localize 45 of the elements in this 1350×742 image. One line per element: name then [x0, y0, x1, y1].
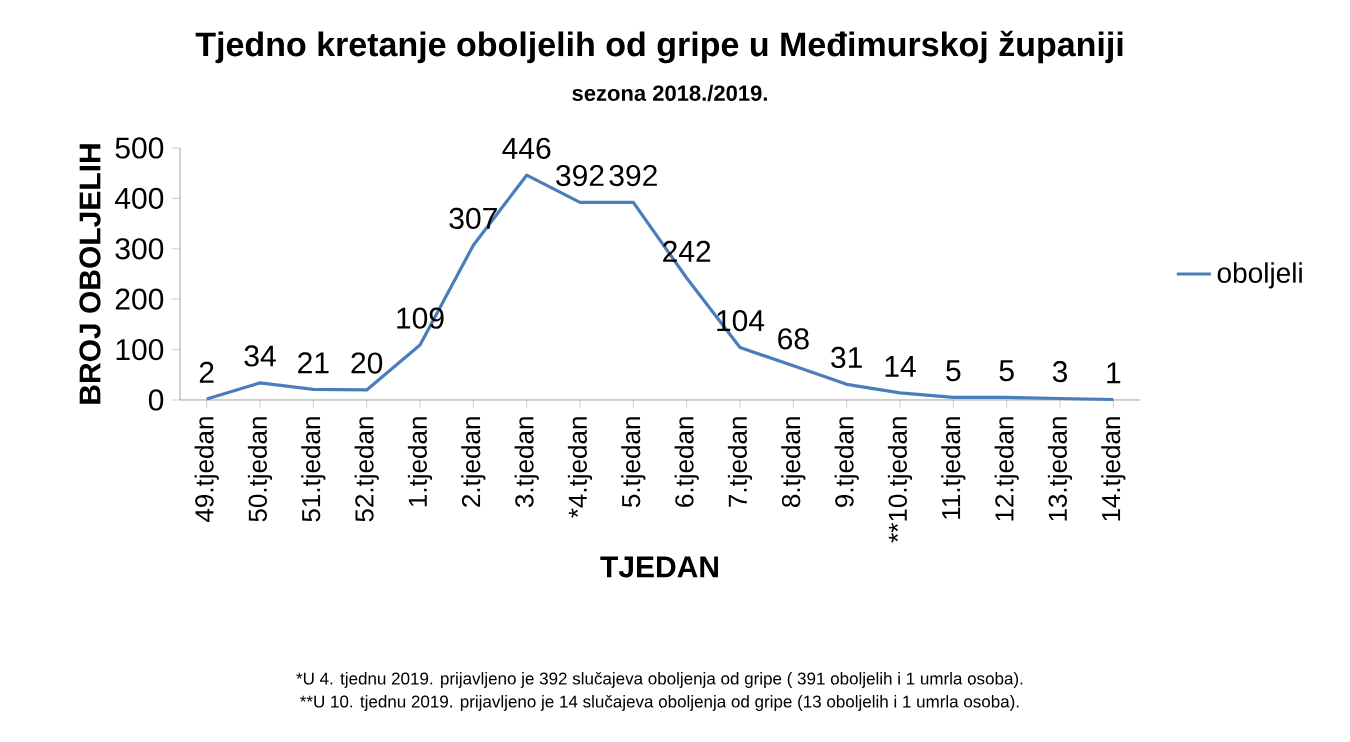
y-tick-label: 200	[115, 288, 164, 310]
x-tick-label: 7.tjedan	[727, 417, 753, 507]
data-label: 3	[1052, 360, 1068, 383]
text: **U 10. tjednu 2019. prijavljeno je 14 slučajeva oboljenja od gripe (13 oboljelih i 1 umrla osoba).	[300, 695, 1019, 711]
data-label: 2	[199, 361, 214, 383]
data-label: 392	[609, 164, 657, 187]
x-tick-label: 1.tjedan	[407, 417, 433, 507]
x-tick-label: 52.tjedan	[354, 417, 379, 522]
chart-title: Tjedno kretanje oboljelih od gripe u Međimurskoj županiji	[195, 30, 1123, 64]
x-tick-label: 6.tjedan	[674, 417, 699, 507]
data-label: 392	[556, 164, 604, 187]
data-label: 68	[778, 328, 809, 350]
data-label: 14	[885, 356, 916, 377]
data-label: 21	[298, 352, 329, 374]
legend-label: oboljeli	[1217, 262, 1302, 289]
chart-subtitle: sezona 2018./2019.	[572, 84, 767, 102]
x-tick-label: 13.tjedan	[1047, 417, 1073, 521]
x-tick-label: 12.tjedan	[994, 417, 1019, 521]
data-label: 446	[502, 137, 551, 159]
x-tick-label: 51.tjedan	[301, 417, 326, 522]
x-tick-label: 11.tjedan	[941, 417, 966, 519]
x-tick-label: 8.tjedan	[781, 417, 806, 507]
x-tick-label: 5.tjedan	[621, 417, 646, 508]
data-label: 20	[351, 352, 383, 374]
x-tick-label: *4.tjedan	[567, 417, 593, 518]
y-tick-label: 400	[115, 187, 164, 209]
x-axis-title: TJEDAN	[600, 556, 718, 578]
y-axis-title: BROJ OBOLJELIH	[79, 144, 101, 404]
x-tick-label: 50.tjedan	[247, 417, 273, 522]
data-label: 5	[999, 360, 1014, 382]
text: *U 4. tjednu 2019. prijavljeno je 392 slučajeva oboljenja od gripe ( 391 oboljelih i 1 umrla osoba).	[296, 672, 1023, 688]
x-tick-label: 49.tjedan	[194, 417, 219, 522]
data-label: 1	[1107, 362, 1121, 384]
x-tick-label: 2.tjedan	[461, 417, 486, 507]
y-tick-label: 100	[116, 338, 164, 361]
y-tick-label: 500	[115, 137, 164, 159]
y-tick-label: 300	[115, 238, 164, 260]
x-tick-label: **10.tjedan	[887, 417, 913, 543]
x-tick-label: 9.tjedan	[834, 417, 859, 507]
data-label: 34	[244, 345, 276, 367]
data-label: 5	[946, 360, 961, 382]
x-tick-label: 3.tjedan	[514, 417, 539, 508]
y-tick-label: 0	[148, 389, 164, 411]
data-label: 31	[831, 346, 862, 369]
x-tick-label: 14.tjedan	[1101, 417, 1126, 521]
